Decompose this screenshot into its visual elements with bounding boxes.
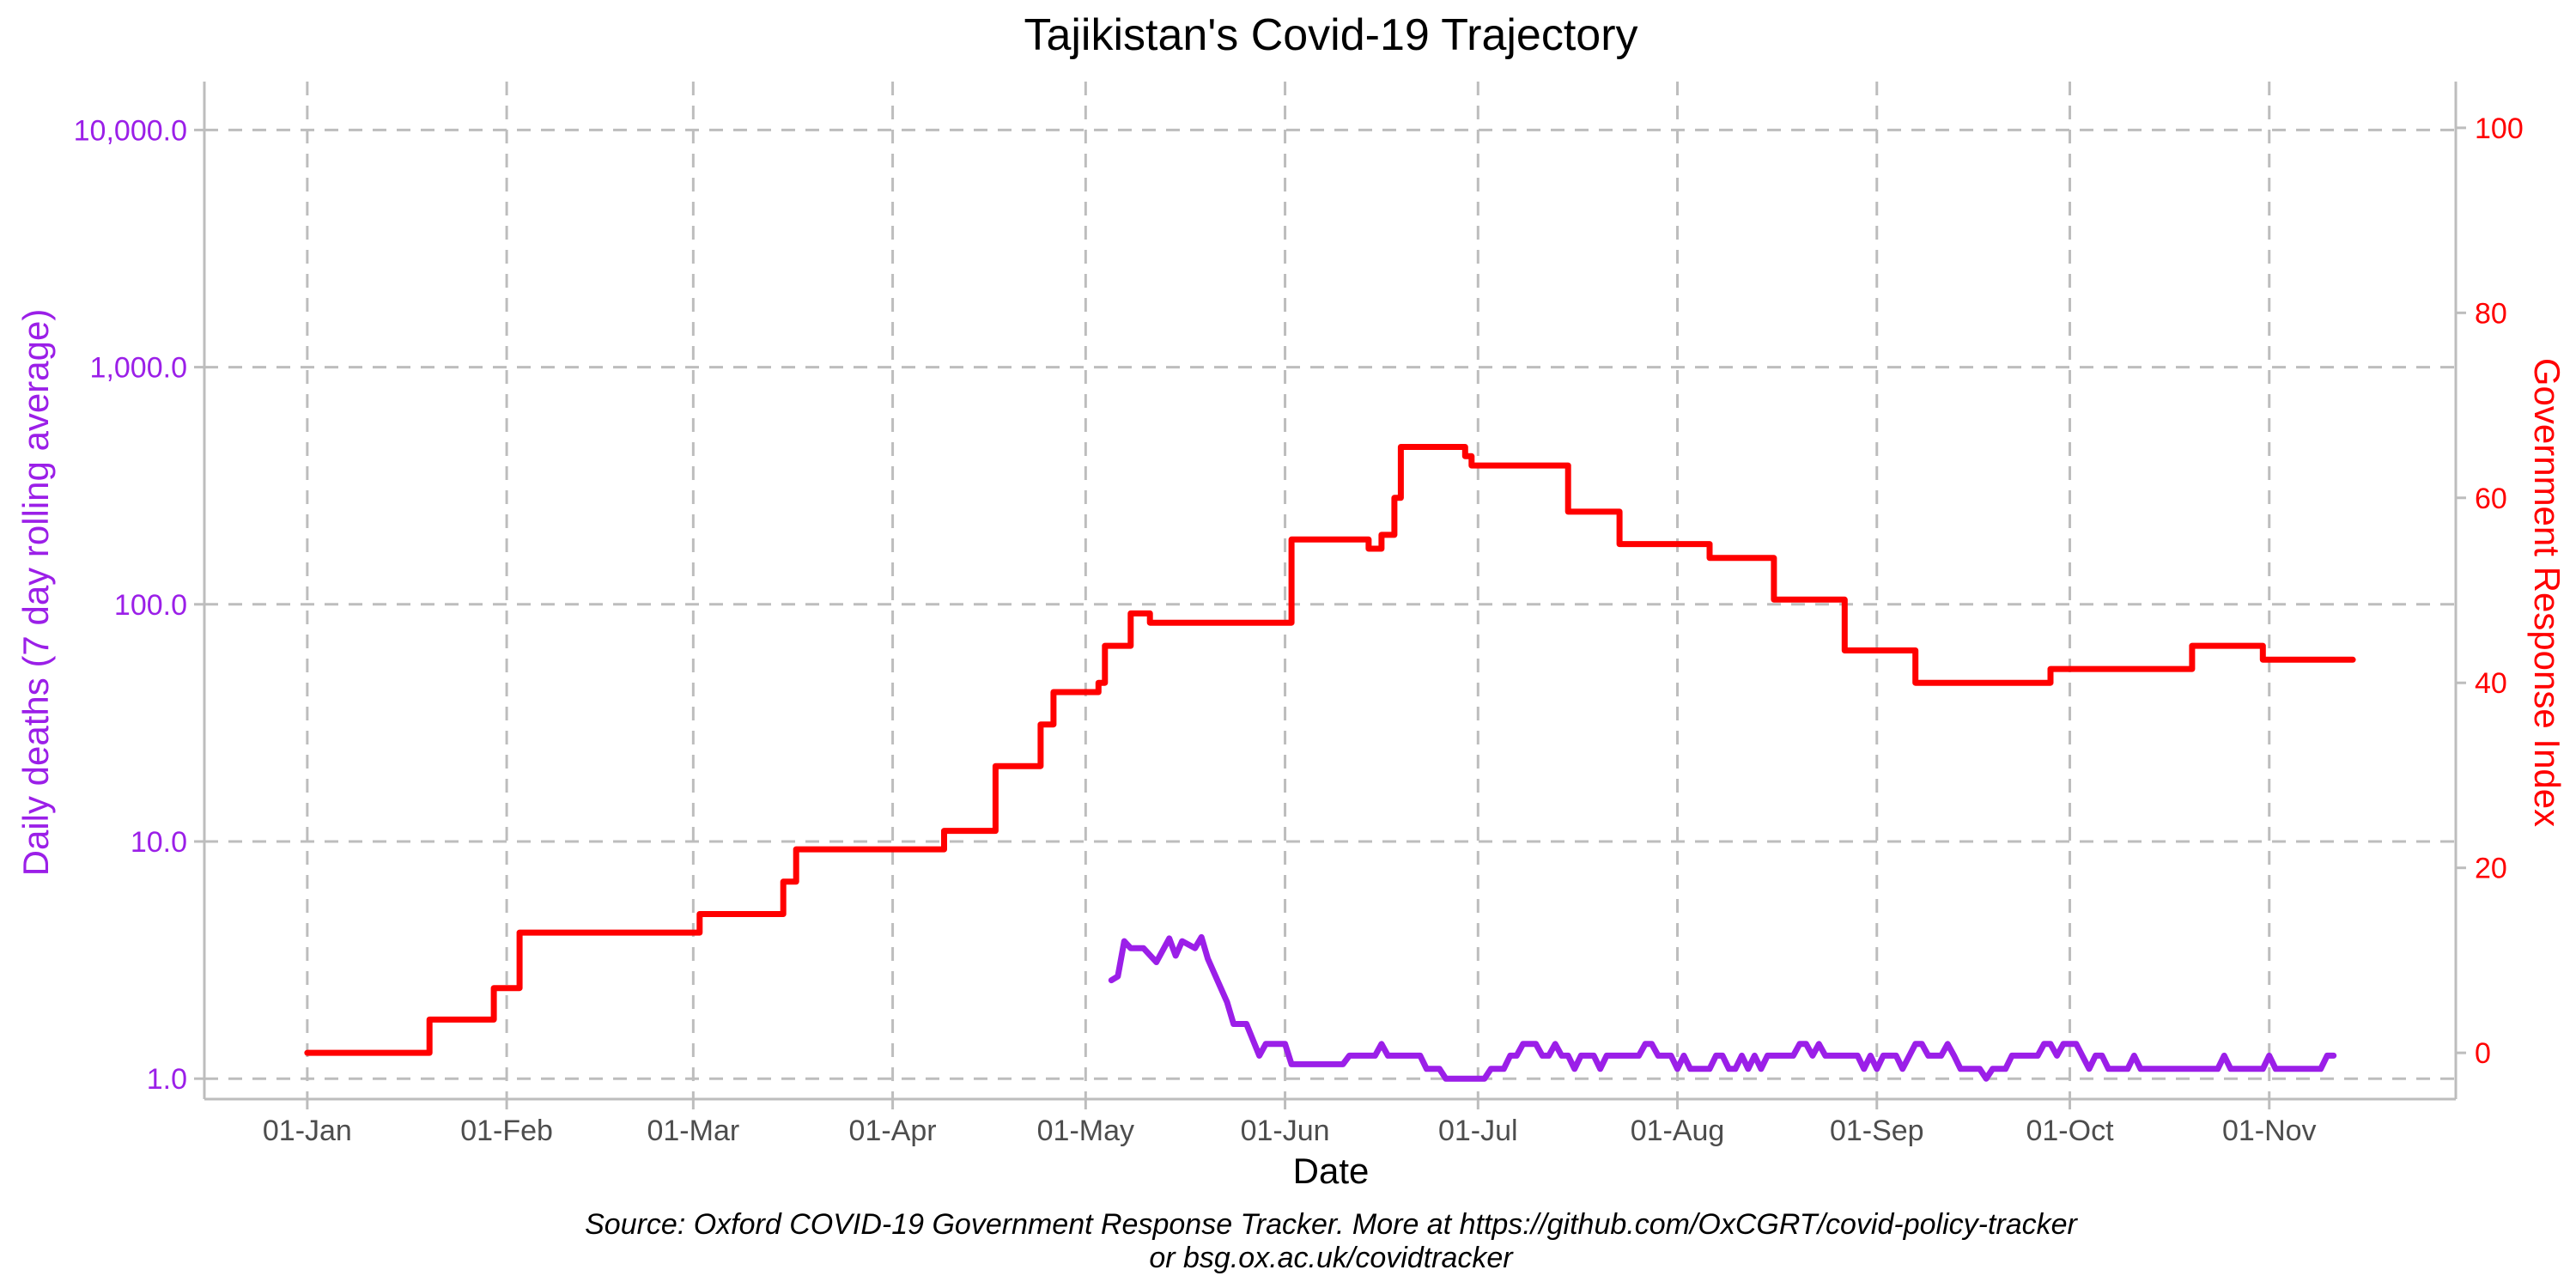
series-layer (304, 444, 2356, 1082)
daily-deaths-line (1108, 933, 2337, 1082)
tick-layer: 01-Jan 01-Feb 01-Mar 01-Apr 01-May 01-Jun 01-J… (74, 112, 2524, 1147)
y-right-tick-label: 40 (2475, 667, 2507, 700)
y-right-tick-label: 100 (2475, 112, 2524, 145)
axis-layer (203, 82, 2458, 1101)
y-right-tick-label: 0 (2475, 1037, 2491, 1070)
source-caption-line1: Source: Oxford COVID-19 Government Respo… (585, 1208, 2078, 1241)
x-tick-label: 01-Aug (1631, 1115, 1725, 1147)
y-left-tick-label: 10,000.0 (74, 114, 187, 147)
x-tick-label: 01-Mar (647, 1115, 739, 1147)
x-tick-label: 01-Oct (2026, 1115, 2114, 1147)
x-tick-label: 01-Sep (1830, 1115, 1924, 1147)
y-left-axis-label: Daily deaths (7 day rolling average) (15, 309, 56, 877)
y-left-tick-label: 10.0 (131, 826, 187, 859)
y-right-tick-label: 60 (2475, 483, 2507, 515)
government-response-line (304, 444, 2356, 1056)
y-left-tick-label: 100.0 (114, 589, 187, 622)
x-tick-label: 01-Apr (849, 1115, 937, 1147)
y-right-tick-label: 20 (2475, 853, 2507, 885)
y-left-tick-label: 1,000.0 (90, 352, 187, 385)
y-left-tick-label: 1.0 (147, 1063, 187, 1096)
x-tick-label: 01-Nov (2222, 1115, 2317, 1147)
x-axis-label: Date (1293, 1151, 1370, 1191)
y-right-axis-label: Government Response Index (2527, 358, 2567, 827)
x-tick-label: 01-Feb (460, 1115, 553, 1147)
chart-title: Tajikistan's Covid-19 Trajectory (1024, 10, 1637, 60)
x-tick-label: 01-Jul (1438, 1115, 1518, 1147)
y-right-tick-label: 80 (2475, 297, 2507, 330)
x-tick-label: 01-May (1037, 1115, 1134, 1147)
grid-layer (204, 82, 2456, 1099)
x-tick-label: 01-Jun (1241, 1115, 1330, 1147)
x-tick-label: 01-Jan (263, 1115, 352, 1147)
source-caption-line2: or bsg.ox.ac.uk/covidtracker (1149, 1242, 1514, 1274)
